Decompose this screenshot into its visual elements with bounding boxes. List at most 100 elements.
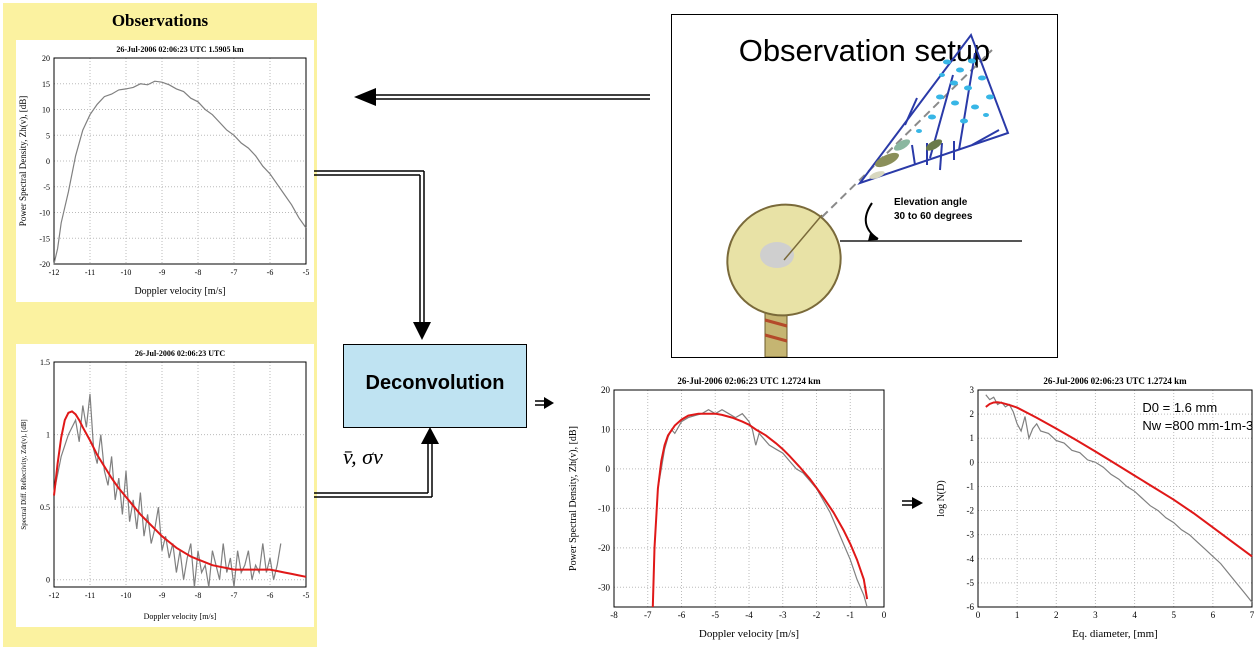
raindrops	[916, 58, 994, 133]
series-fit-line	[985, 401, 1253, 558]
x-tick-label: -10	[121, 268, 132, 277]
x-tick-label: 0	[976, 610, 981, 620]
x-tick-label: -4	[745, 610, 753, 620]
y-tick-label: 1	[46, 431, 50, 440]
y-tick-label: -10	[598, 503, 610, 513]
x-axis-label: Doppler velocity [m/s]	[144, 612, 217, 621]
obs-zdr-chart: -12 -11 -10 -9 -8 -7 -6 -5 0 0.5 1 1.5 26-Jul-2006 0…	[16, 344, 314, 627]
y-tick-label: 1.5	[40, 358, 50, 367]
chart-title: 26-Jul-2006 02:06:23 UTC 1.5905 km	[116, 45, 244, 54]
chart-title: 26-Jul-2006 02:06:23 UTC	[135, 349, 225, 358]
insects	[869, 139, 943, 179]
arrow-psd-to-dsd	[902, 497, 923, 509]
y-tick-label: 0	[606, 464, 611, 474]
y-tick-label: -2	[967, 506, 975, 516]
chart-annotation: D0 = 1.6 mm	[1142, 400, 1217, 415]
x-tick-label: -6	[267, 591, 274, 600]
plot-frame	[977, 389, 1253, 608]
y-tick-label: 15	[42, 80, 50, 89]
series-measured-line	[53, 80, 307, 265]
radar-feed	[760, 242, 794, 268]
beam-axis	[821, 49, 993, 218]
y-tick-label: 5	[46, 131, 50, 140]
y-tick-label: -30	[598, 582, 610, 592]
y-tick-label: -10	[39, 209, 50, 218]
y-tick-label: -5	[967, 578, 975, 588]
beam-cone	[857, 32, 1010, 185]
x-tick-label: -5	[303, 591, 310, 600]
y-tick-label: 3	[970, 385, 975, 395]
y-axis-label: Power Spectral Density, Zh(v), [dB]	[568, 426, 579, 571]
x-tick-label: -8	[195, 268, 202, 277]
y-tick-label: -3	[967, 530, 975, 540]
deconvolution-params-label: v̄, σv	[343, 444, 383, 469]
x-tick-label: -6	[267, 268, 274, 277]
y-tick-label: 10	[601, 424, 611, 434]
x-tick-label: 5	[1171, 610, 1176, 620]
obs-psd-svg: -12 -11 -10 -9 -8 -7 -6 -5 -20 -15 -10 -5 0 5 10 15 20 26…	[18, 45, 310, 297]
x-tick-label: -1	[847, 610, 855, 620]
obs-zdr-svg: -12 -11 -10 -9 -8 -7 -6 -5 0 0.5 1 1.5 26-Jul-2006 0…	[20, 349, 310, 621]
elevation-arrow-head	[868, 233, 878, 241]
result-psd-svg: -8 -7 -6 -5 -4 -3 -2 -1 0-30-20-100102026-Jul-20…	[568, 376, 887, 640]
elevation-arc	[864, 202, 879, 240]
x-axis-label: Eq. diameter, [mm]	[1072, 628, 1158, 640]
x-tick-label: -7	[231, 268, 238, 277]
y-tick-label: 1	[970, 433, 975, 443]
series-fit-line	[651, 412, 869, 608]
x-tick-label: -2	[813, 610, 821, 620]
x-tick-label: -5	[303, 268, 310, 277]
y-axis-label: Power Spectral Density, Zh(v), [dB]	[18, 96, 28, 226]
x-tick-label: 4	[1132, 610, 1137, 620]
x-tick-label: -7	[231, 591, 238, 600]
deconvolution-box: Deconvolution	[343, 344, 527, 428]
x-tick-label: -12	[49, 591, 60, 600]
x-tick-label: -3	[779, 610, 787, 620]
x-tick-label: -5	[712, 610, 720, 620]
elevation-label-1: Elevation angle	[894, 197, 968, 208]
x-tick-label: 7	[1250, 610, 1255, 620]
result-dsd-svg: 0 1 2 3 4 5 6 7 -6 -5 -4 -3 -2 -1 0 1 2 3 26-Jul-2006 02:0…	[936, 376, 1255, 640]
y-tick-label: 20	[601, 385, 611, 395]
x-axis-label: Doppler velocity [m/s]	[699, 628, 799, 640]
x-tick-label: 2	[1054, 610, 1059, 620]
observation-setup-box: Observation setup Elevation angle 30 to …	[671, 14, 1058, 358]
x-tick-label: -12	[49, 268, 60, 277]
x-tick-label: -9	[159, 591, 166, 600]
arrow-bottom-plot-to-deconvolution	[314, 427, 439, 498]
y-tick-label: -6	[967, 602, 975, 612]
plot-frame	[53, 57, 307, 265]
y-axis-label: log N(D)	[936, 480, 947, 516]
y-tick-label: -15	[39, 234, 50, 243]
obs-psd-chart: -12 -11 -10 -9 -8 -7 -6 -5 -20 -15 -10 -5 0 5 10 15 20 26…	[16, 40, 314, 302]
x-tick-label: -8	[610, 610, 618, 620]
arrow-deconvolution-to-result	[535, 397, 554, 409]
arrow-top-plot-to-deconvolution	[314, 170, 431, 340]
x-tick-label: -9	[159, 268, 166, 277]
series-measured-line	[53, 393, 282, 588]
radar-illustration: Elevation angle 30 to 60 degrees	[726, 32, 1022, 357]
y-tick-label: -1	[967, 481, 975, 491]
x-tick-label: 1	[1015, 610, 1020, 620]
series-measured-line	[985, 394, 1253, 603]
radar-strut	[783, 214, 823, 261]
y-tick-label: 0	[46, 576, 50, 585]
y-tick-label: 0	[970, 457, 975, 467]
y-tick-label: -20	[598, 543, 610, 553]
x-tick-label: 0	[882, 610, 887, 620]
x-tick-label: 6	[1211, 610, 1216, 620]
chart-annotation: Nw =800 mm-1m-3	[1142, 418, 1253, 433]
x-tick-label: -8	[195, 591, 202, 600]
plot-frame	[53, 361, 307, 588]
x-tick-label: 3	[1093, 610, 1098, 620]
y-tick-label: 20	[42, 54, 50, 63]
x-tick-label: -11	[85, 268, 95, 277]
series-measured-line	[657, 409, 868, 608]
series-fit-line	[53, 410, 307, 578]
y-tick-label: -4	[967, 554, 975, 564]
y-tick-label: 10	[42, 106, 50, 115]
y-tick-label: -20	[39, 260, 50, 269]
result-psd-chart: -8 -7 -6 -5 -4 -3 -2 -1 0 -30 -20 -10 0 10 20 26-Jul-20…	[566, 370, 892, 645]
y-tick-label: -5	[43, 183, 50, 192]
deconvolution-label: Deconvolution	[365, 372, 505, 394]
